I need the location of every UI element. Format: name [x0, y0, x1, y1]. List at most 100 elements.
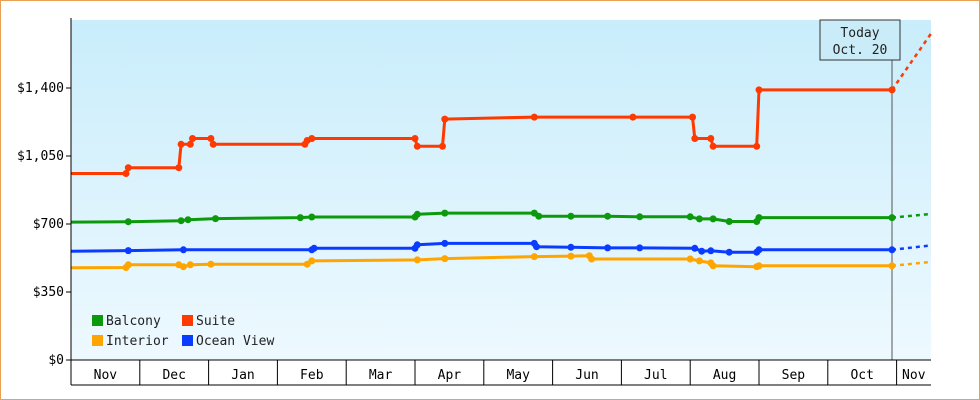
- data-point: [212, 215, 219, 223]
- data-point: [308, 257, 316, 265]
- series-forecast-line: [891, 260, 932, 268]
- data-point: [413, 241, 421, 249]
- month-label: Jun: [575, 368, 598, 383]
- series-balcony: [70, 209, 932, 226]
- y-tick-label: $1,050: [17, 149, 64, 164]
- month-label: Dec: [162, 368, 185, 383]
- data-point: [124, 164, 132, 172]
- data-point: [755, 214, 763, 222]
- month-axis: Nov Dec Jan Feb Mar Apr May Jun Jul Aug Sep Oct Nov: [94, 360, 926, 385]
- data-point: [207, 260, 215, 268]
- legend-item: Suite: [182, 314, 235, 329]
- data-point: [207, 135, 215, 142]
- data-point: [186, 261, 194, 269]
- data-point: [177, 217, 185, 225]
- data-point: [686, 255, 694, 263]
- month-label: Jan: [231, 368, 254, 383]
- data-point: [755, 262, 763, 270]
- legend-item: Ocean View: [182, 334, 274, 349]
- data-point: [413, 142, 421, 150]
- data-point: [533, 243, 540, 251]
- data-point: [755, 86, 763, 94]
- month-label: Apr: [438, 368, 462, 383]
- legend-label: Ocean View: [196, 334, 274, 349]
- data-point: [179, 246, 187, 254]
- data-point: [296, 214, 304, 222]
- data-point: [441, 115, 449, 123]
- series-forecast-line: [891, 212, 932, 219]
- data-point: [177, 140, 185, 148]
- data-point: [209, 140, 217, 148]
- data-point: [691, 135, 699, 142]
- data-point: [124, 218, 132, 226]
- month-label: Nov: [94, 368, 118, 383]
- data-point: [604, 244, 612, 252]
- data-point: [689, 113, 696, 121]
- legend: Balcony Suite Interior Ocean View: [92, 314, 274, 349]
- y-tick-label: $1,400: [17, 81, 64, 96]
- data-point: [753, 142, 761, 150]
- data-point: [441, 239, 449, 247]
- data-point: [567, 252, 575, 260]
- month-label: Jul: [644, 368, 667, 383]
- today-date: Oct. 20: [833, 43, 888, 58]
- y-tick-label: $700: [33, 217, 64, 232]
- data-point: [695, 257, 703, 265]
- data-point: [124, 261, 132, 269]
- series-forecast-line: [891, 244, 932, 252]
- data-point: [530, 113, 538, 121]
- data-point: [530, 253, 538, 261]
- data-point: [888, 262, 896, 270]
- data-point: [686, 213, 694, 221]
- data-point: [175, 164, 183, 172]
- month-label: Sep: [782, 368, 806, 383]
- legend-item: Balcony: [92, 314, 161, 329]
- legend-item: Interior: [92, 334, 169, 349]
- data-point: [725, 248, 733, 256]
- data-point: [310, 244, 318, 252]
- y-tick-marks: [66, 87, 71, 361]
- month-label: Nov: [902, 368, 926, 383]
- series-suite: [71, 32, 933, 177]
- data-point: [567, 212, 575, 220]
- data-point: [411, 135, 419, 142]
- y-tick-label: $350: [33, 285, 64, 300]
- data-point: [567, 243, 575, 251]
- data-point: [709, 215, 717, 223]
- legend-swatch: [92, 335, 103, 346]
- data-point: [888, 246, 896, 254]
- data-point: [413, 256, 421, 264]
- data-point: [888, 214, 896, 222]
- series-ocean-view: [70, 239, 932, 256]
- data-point: [709, 262, 717, 270]
- data-point: [179, 263, 187, 271]
- legend-swatch: [92, 315, 103, 326]
- data-point: [588, 255, 596, 263]
- data-point: [698, 247, 706, 255]
- data-point: [122, 170, 130, 177]
- y-tick-label: $0: [48, 353, 64, 368]
- data-point: [439, 142, 446, 150]
- data-point: [186, 140, 194, 148]
- series-forecast-line: [890, 32, 933, 91]
- data-point: [707, 247, 715, 255]
- series-interior: [70, 252, 932, 271]
- data-point: [184, 216, 192, 224]
- data-point: [636, 244, 644, 252]
- series-layer: [70, 32, 933, 271]
- data-point: [441, 209, 449, 217]
- month-label: Aug: [713, 368, 736, 383]
- month-label: Feb: [300, 368, 324, 383]
- data-point: [691, 244, 699, 252]
- today-callout-box: [819, 19, 901, 61]
- data-point: [308, 135, 316, 142]
- data-point: [709, 142, 717, 150]
- data-point: [604, 212, 612, 220]
- data-point: [124, 247, 132, 255]
- data-point: [535, 212, 543, 220]
- legend-label: Balcony: [106, 314, 161, 329]
- data-point: [629, 113, 637, 121]
- data-point: [441, 255, 449, 263]
- data-point: [308, 213, 316, 221]
